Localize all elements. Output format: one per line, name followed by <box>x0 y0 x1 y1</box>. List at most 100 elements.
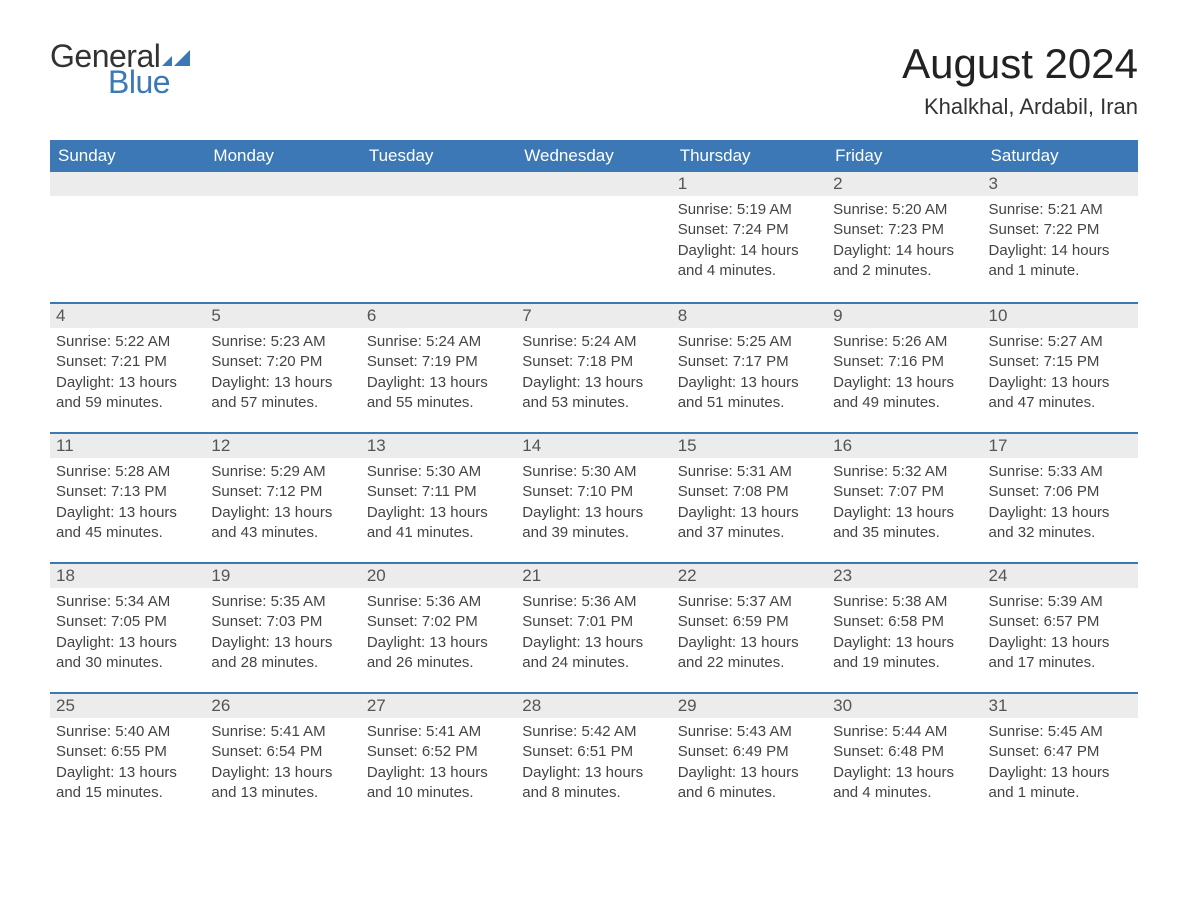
daylight-text: Daylight: 13 hours and 6 minutes. <box>678 763 821 804</box>
day-number: 26 <box>205 694 360 718</box>
day-details: Sunrise: 5:37 AMSunset: 6:59 PMDaylight:… <box>672 588 827 687</box>
calendar-day: 14Sunrise: 5:30 AMSunset: 7:10 PMDayligh… <box>516 434 671 562</box>
sunrise-text: Sunrise: 5:20 AM <box>833 200 976 220</box>
day-number: 5 <box>205 304 360 328</box>
calendar-day: 22Sunrise: 5:37 AMSunset: 6:59 PMDayligh… <box>672 564 827 692</box>
day-details: Sunrise: 5:24 AMSunset: 7:19 PMDaylight:… <box>361 328 516 427</box>
daylight-text: Daylight: 13 hours and 41 minutes. <box>367 503 510 544</box>
daylight-text: Daylight: 13 hours and 43 minutes. <box>211 503 354 544</box>
daylight-text: Daylight: 13 hours and 30 minutes. <box>56 633 199 674</box>
calendar-day <box>361 172 516 302</box>
day-number: 11 <box>50 434 205 458</box>
day-details: Sunrise: 5:20 AMSunset: 7:23 PMDaylight:… <box>827 196 982 295</box>
weekday-header: Thursday <box>672 140 827 172</box>
calendar-day: 10Sunrise: 5:27 AMSunset: 7:15 PMDayligh… <box>983 304 1138 432</box>
weekday-header: Monday <box>205 140 360 172</box>
daylight-text: Daylight: 14 hours and 1 minute. <box>989 241 1132 282</box>
daylight-text: Daylight: 13 hours and 39 minutes. <box>522 503 665 544</box>
day-number: 2 <box>827 172 982 196</box>
day-details: Sunrise: 5:38 AMSunset: 6:58 PMDaylight:… <box>827 588 982 687</box>
day-details: Sunrise: 5:34 AMSunset: 7:05 PMDaylight:… <box>50 588 205 687</box>
day-number <box>516 172 671 196</box>
day-number: 10 <box>983 304 1138 328</box>
day-details: Sunrise: 5:30 AMSunset: 7:10 PMDaylight:… <box>516 458 671 557</box>
sunrise-text: Sunrise: 5:23 AM <box>211 332 354 352</box>
day-details: Sunrise: 5:41 AMSunset: 6:54 PMDaylight:… <box>205 718 360 817</box>
sunset-text: Sunset: 6:47 PM <box>989 742 1132 762</box>
sunrise-text: Sunrise: 5:42 AM <box>522 722 665 742</box>
sunrise-text: Sunrise: 5:38 AM <box>833 592 976 612</box>
sunrise-text: Sunrise: 5:41 AM <box>211 722 354 742</box>
sunrise-text: Sunrise: 5:33 AM <box>989 462 1132 482</box>
sunset-text: Sunset: 7:16 PM <box>833 352 976 372</box>
daylight-text: Daylight: 13 hours and 4 minutes. <box>833 763 976 804</box>
day-details: Sunrise: 5:23 AMSunset: 7:20 PMDaylight:… <box>205 328 360 427</box>
sunset-text: Sunset: 7:02 PM <box>367 612 510 632</box>
weekday-header: Sunday <box>50 140 205 172</box>
day-details: Sunrise: 5:24 AMSunset: 7:18 PMDaylight:… <box>516 328 671 427</box>
daylight-text: Daylight: 13 hours and 13 minutes. <box>211 763 354 804</box>
day-details: Sunrise: 5:43 AMSunset: 6:49 PMDaylight:… <box>672 718 827 817</box>
day-details: Sunrise: 5:42 AMSunset: 6:51 PMDaylight:… <box>516 718 671 817</box>
day-details: Sunrise: 5:45 AMSunset: 6:47 PMDaylight:… <box>983 718 1138 817</box>
calendar-day: 8Sunrise: 5:25 AMSunset: 7:17 PMDaylight… <box>672 304 827 432</box>
sunset-text: Sunset: 7:11 PM <box>367 482 510 502</box>
sunrise-text: Sunrise: 5:43 AM <box>678 722 821 742</box>
daylight-text: Daylight: 13 hours and 35 minutes. <box>833 503 976 544</box>
day-number: 31 <box>983 694 1138 718</box>
day-details: Sunrise: 5:32 AMSunset: 7:07 PMDaylight:… <box>827 458 982 557</box>
day-details: Sunrise: 5:19 AMSunset: 7:24 PMDaylight:… <box>672 196 827 295</box>
daylight-text: Daylight: 13 hours and 47 minutes. <box>989 373 1132 414</box>
day-number: 4 <box>50 304 205 328</box>
calendar-day: 5Sunrise: 5:23 AMSunset: 7:20 PMDaylight… <box>205 304 360 432</box>
sunset-text: Sunset: 7:17 PM <box>678 352 821 372</box>
day-number: 13 <box>361 434 516 458</box>
sunrise-text: Sunrise: 5:22 AM <box>56 332 199 352</box>
calendar-day: 2Sunrise: 5:20 AMSunset: 7:23 PMDaylight… <box>827 172 982 302</box>
daylight-text: Daylight: 13 hours and 32 minutes. <box>989 503 1132 544</box>
sunrise-text: Sunrise: 5:36 AM <box>522 592 665 612</box>
daylight-text: Daylight: 14 hours and 4 minutes. <box>678 241 821 282</box>
calendar-day: 19Sunrise: 5:35 AMSunset: 7:03 PMDayligh… <box>205 564 360 692</box>
sunset-text: Sunset: 7:23 PM <box>833 220 976 240</box>
day-details: Sunrise: 5:31 AMSunset: 7:08 PMDaylight:… <box>672 458 827 557</box>
day-details: Sunrise: 5:33 AMSunset: 7:06 PMDaylight:… <box>983 458 1138 557</box>
month-title: August 2024 <box>902 40 1138 88</box>
day-details: Sunrise: 5:41 AMSunset: 6:52 PMDaylight:… <box>361 718 516 817</box>
day-number: 28 <box>516 694 671 718</box>
sunrise-text: Sunrise: 5:26 AM <box>833 332 976 352</box>
daylight-text: Daylight: 13 hours and 22 minutes. <box>678 633 821 674</box>
day-number: 18 <box>50 564 205 588</box>
weekday-header: Tuesday <box>361 140 516 172</box>
sunset-text: Sunset: 7:18 PM <box>522 352 665 372</box>
day-details: Sunrise: 5:40 AMSunset: 6:55 PMDaylight:… <box>50 718 205 817</box>
weekday-header: Wednesday <box>516 140 671 172</box>
sunset-text: Sunset: 6:51 PM <box>522 742 665 762</box>
daylight-text: Daylight: 13 hours and 59 minutes. <box>56 373 199 414</box>
sunset-text: Sunset: 7:10 PM <box>522 482 665 502</box>
day-number <box>361 172 516 196</box>
location-subtitle: Khalkhal, Ardabil, Iran <box>902 94 1138 120</box>
day-number: 9 <box>827 304 982 328</box>
calendar-day: 20Sunrise: 5:36 AMSunset: 7:02 PMDayligh… <box>361 564 516 692</box>
day-number: 19 <box>205 564 360 588</box>
day-number: 25 <box>50 694 205 718</box>
calendar-day: 21Sunrise: 5:36 AMSunset: 7:01 PMDayligh… <box>516 564 671 692</box>
sunrise-text: Sunrise: 5:34 AM <box>56 592 199 612</box>
calendar-day: 31Sunrise: 5:45 AMSunset: 6:47 PMDayligh… <box>983 694 1138 822</box>
day-details: Sunrise: 5:35 AMSunset: 7:03 PMDaylight:… <box>205 588 360 687</box>
daylight-text: Daylight: 13 hours and 45 minutes. <box>56 503 199 544</box>
day-details: Sunrise: 5:21 AMSunset: 7:22 PMDaylight:… <box>983 196 1138 295</box>
calendar-day: 23Sunrise: 5:38 AMSunset: 6:58 PMDayligh… <box>827 564 982 692</box>
calendar-day: 4Sunrise: 5:22 AMSunset: 7:21 PMDaylight… <box>50 304 205 432</box>
daylight-text: Daylight: 13 hours and 53 minutes. <box>522 373 665 414</box>
sunrise-text: Sunrise: 5:29 AM <box>211 462 354 482</box>
calendar-day: 15Sunrise: 5:31 AMSunset: 7:08 PMDayligh… <box>672 434 827 562</box>
calendar-day: 3Sunrise: 5:21 AMSunset: 7:22 PMDaylight… <box>983 172 1138 302</box>
day-number: 27 <box>361 694 516 718</box>
sunrise-text: Sunrise: 5:39 AM <box>989 592 1132 612</box>
header: General Blue August 2024 Khalkhal, Ardab… <box>50 40 1138 120</box>
sunrise-text: Sunrise: 5:24 AM <box>367 332 510 352</box>
sunrise-text: Sunrise: 5:45 AM <box>989 722 1132 742</box>
daylight-text: Daylight: 13 hours and 8 minutes. <box>522 763 665 804</box>
